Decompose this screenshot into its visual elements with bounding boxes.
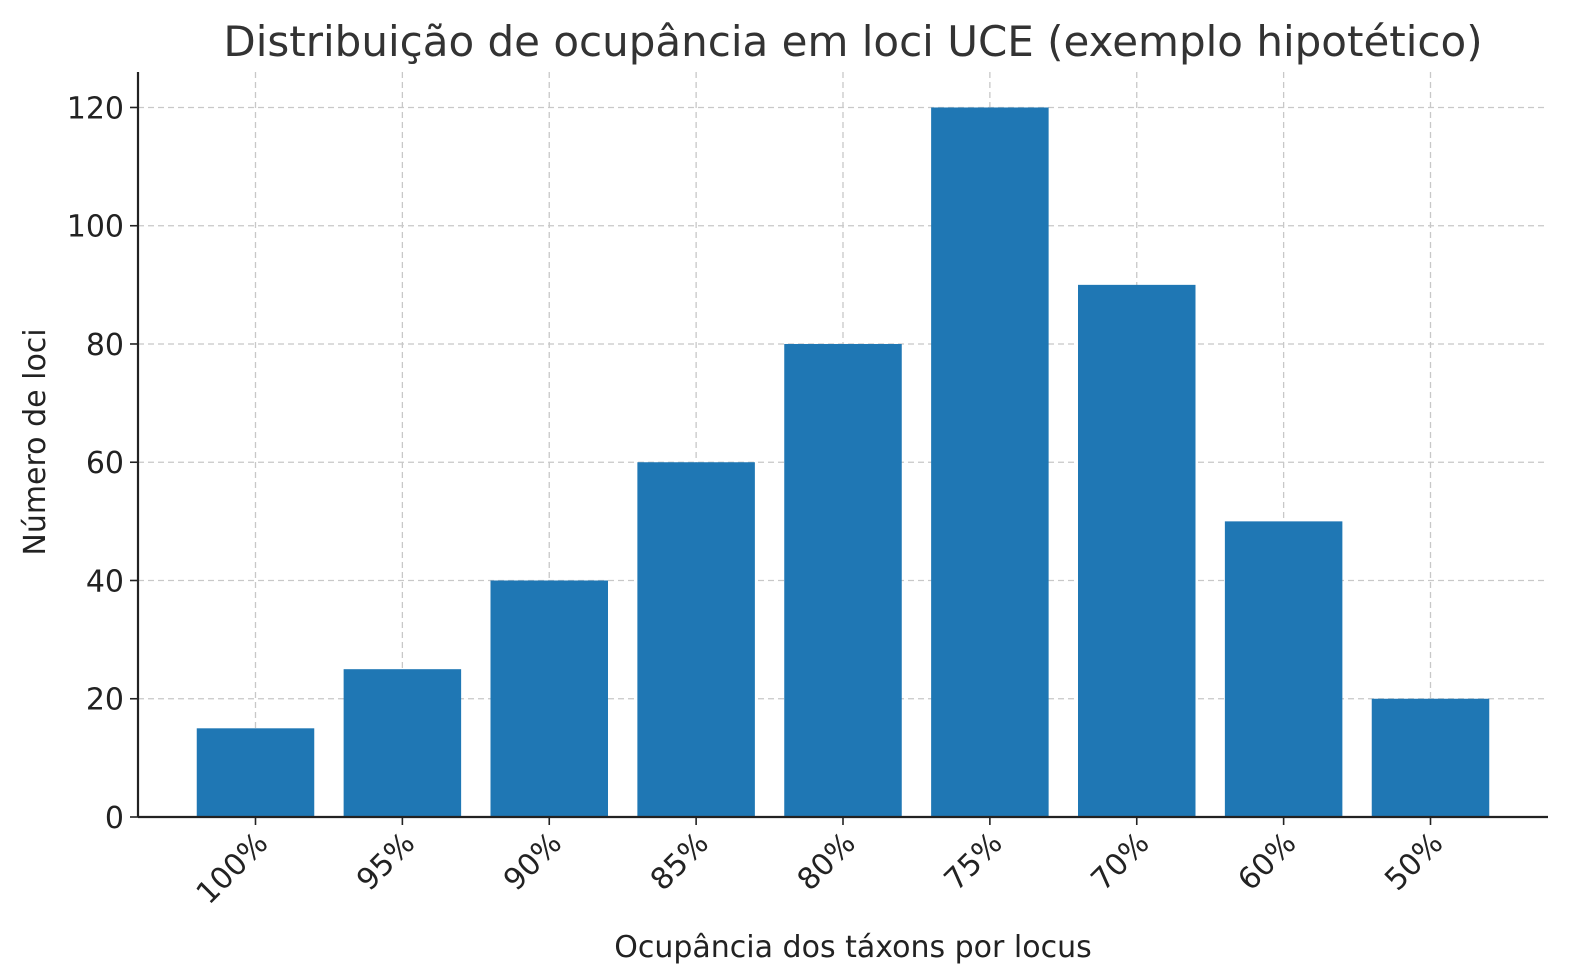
chart-title: Distribuição de ocupância em loci UCE (e… xyxy=(223,17,1482,66)
bar xyxy=(1078,284,1196,817)
x-tick-label: 80% xyxy=(791,826,863,898)
y-tick-label: 80 xyxy=(86,328,124,363)
x-tick-label: 75% xyxy=(938,826,1010,898)
x-axis-label: Ocupância dos táxons por locus xyxy=(614,930,1091,965)
bar xyxy=(637,462,755,817)
bar xyxy=(784,343,902,817)
bar xyxy=(931,107,1049,817)
y-tick-label: 20 xyxy=(86,683,124,718)
x-tick-label: 95% xyxy=(350,826,422,898)
bars xyxy=(196,107,1490,817)
bar xyxy=(1224,521,1343,817)
x-tick-label: 90% xyxy=(497,826,569,898)
bar xyxy=(196,728,315,817)
y-axis-label: Número de loci xyxy=(18,328,53,555)
x-tick-label: 100% xyxy=(190,826,275,911)
y-tick-label: 120 xyxy=(67,91,124,126)
bar xyxy=(490,580,608,817)
y-tick-label: 40 xyxy=(86,564,124,599)
bar xyxy=(1371,698,1490,817)
x-tick-label: 50% xyxy=(1378,826,1450,898)
x-tick-label: 85% xyxy=(644,826,716,898)
x-tick-label: 60% xyxy=(1231,826,1303,898)
x-tick-label: 70% xyxy=(1085,826,1157,898)
bar xyxy=(343,669,462,817)
y-tick-label: 100 xyxy=(67,210,124,245)
y-tick-label: 0 xyxy=(105,801,124,836)
y-tick-label: 60 xyxy=(86,446,124,481)
